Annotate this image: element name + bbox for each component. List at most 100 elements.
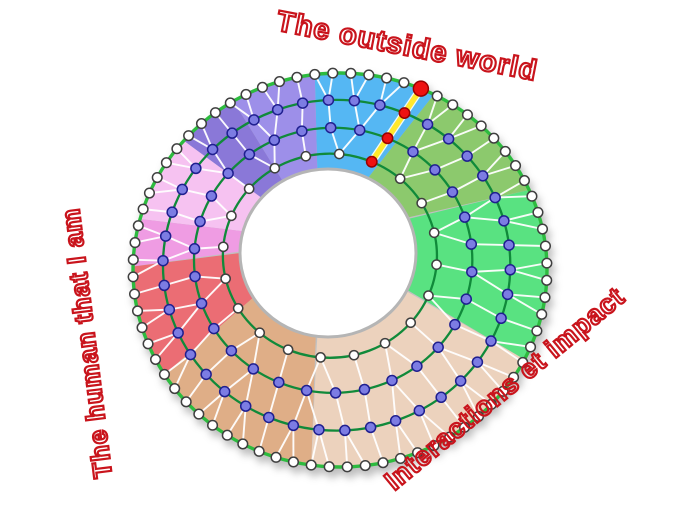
mesh-edge	[292, 390, 308, 426]
purple-node	[322, 94, 335, 106]
white-node	[273, 76, 286, 88]
white-node	[137, 203, 149, 215]
mesh-edge	[495, 195, 532, 199]
mesh-edge	[454, 323, 492, 342]
purple-node	[449, 318, 461, 331]
purple-node	[313, 423, 325, 436]
mesh-edge	[437, 346, 462, 382]
white-node	[209, 107, 221, 119]
white-node	[150, 353, 162, 365]
purple-node	[273, 376, 285, 389]
mesh-edge	[252, 332, 261, 370]
mesh-edge	[200, 278, 227, 305]
mesh-edge	[344, 429, 367, 467]
purple-node	[454, 375, 467, 387]
purple-node	[364, 421, 377, 434]
mesh-edge	[436, 263, 472, 273]
purple-node	[218, 385, 231, 398]
white-node	[517, 356, 529, 369]
mesh-edge	[464, 216, 505, 222]
white-node	[305, 459, 317, 471]
white-node	[315, 352, 326, 363]
purple-node	[446, 186, 459, 198]
white-node	[398, 77, 410, 89]
sector-tan-light	[311, 291, 525, 467]
highlight-red-node	[412, 80, 430, 97]
purple-node	[226, 127, 238, 139]
white-node	[341, 461, 353, 473]
purple-node	[296, 125, 308, 137]
mesh-edge	[448, 125, 482, 140]
highlight-red-node	[365, 155, 378, 168]
purple-node	[184, 348, 197, 361]
purple-node	[190, 162, 202, 175]
white-node	[323, 461, 335, 473]
mesh-edge	[353, 354, 366, 390]
highlight-red-node	[381, 132, 394, 145]
mesh-edge	[391, 380, 397, 421]
white-node	[151, 171, 163, 184]
mesh-edge	[369, 427, 384, 464]
white-node	[524, 341, 537, 353]
mesh-edge	[509, 268, 547, 282]
white-node	[359, 459, 371, 472]
mesh-edge	[258, 417, 270, 452]
mesh-edge	[394, 420, 402, 459]
white-node	[459, 421, 471, 433]
mesh-edge	[416, 365, 442, 398]
white-node	[240, 88, 252, 101]
highlight-path	[368, 85, 424, 165]
white-node	[405, 317, 417, 329]
mesh-edge	[465, 298, 502, 320]
white-node	[377, 457, 389, 469]
white-node	[488, 132, 500, 144]
white-node	[136, 322, 148, 334]
white-node	[447, 99, 459, 111]
white-node	[536, 223, 549, 235]
white-node	[183, 130, 195, 142]
purple-node	[442, 133, 455, 145]
purple-node	[195, 297, 208, 310]
mesh-edge	[305, 390, 320, 431]
purple-node	[501, 288, 514, 301]
white-node	[291, 71, 303, 83]
purple-node	[435, 391, 447, 404]
white-node	[309, 68, 321, 81]
white-node	[518, 175, 530, 187]
white-node	[475, 120, 487, 132]
mesh-edge	[412, 137, 449, 153]
mesh-edge	[476, 361, 504, 392]
purple-node	[329, 387, 342, 399]
purple-node	[158, 279, 171, 292]
white-node	[541, 257, 553, 269]
mesh-edge	[241, 406, 247, 445]
purple-node	[411, 360, 423, 372]
purple-node	[429, 164, 441, 176]
purple-node	[225, 344, 238, 357]
white-node	[142, 338, 154, 350]
mesh-edge	[459, 380, 480, 417]
white-node	[508, 371, 520, 383]
white-node	[158, 368, 171, 380]
mesh-edge	[310, 429, 320, 466]
white-node	[333, 148, 345, 160]
purple-node	[460, 293, 472, 305]
purple-node	[389, 415, 402, 427]
purple-node	[413, 404, 426, 417]
mesh-edge	[173, 354, 192, 389]
purple-node	[206, 143, 219, 156]
donut-hole	[238, 167, 418, 339]
purple-node	[498, 215, 510, 227]
purple-node	[296, 97, 309, 109]
purple-node	[458, 211, 471, 223]
white-node	[224, 97, 236, 109]
white-node	[207, 419, 219, 431]
mesh-edge	[477, 361, 514, 379]
white-node	[499, 145, 511, 157]
mesh-edge	[434, 155, 468, 171]
purple-node	[163, 303, 176, 316]
white-node	[497, 385, 509, 397]
white-node	[128, 288, 141, 300]
mesh-edge	[427, 294, 456, 326]
white-node	[237, 438, 249, 450]
